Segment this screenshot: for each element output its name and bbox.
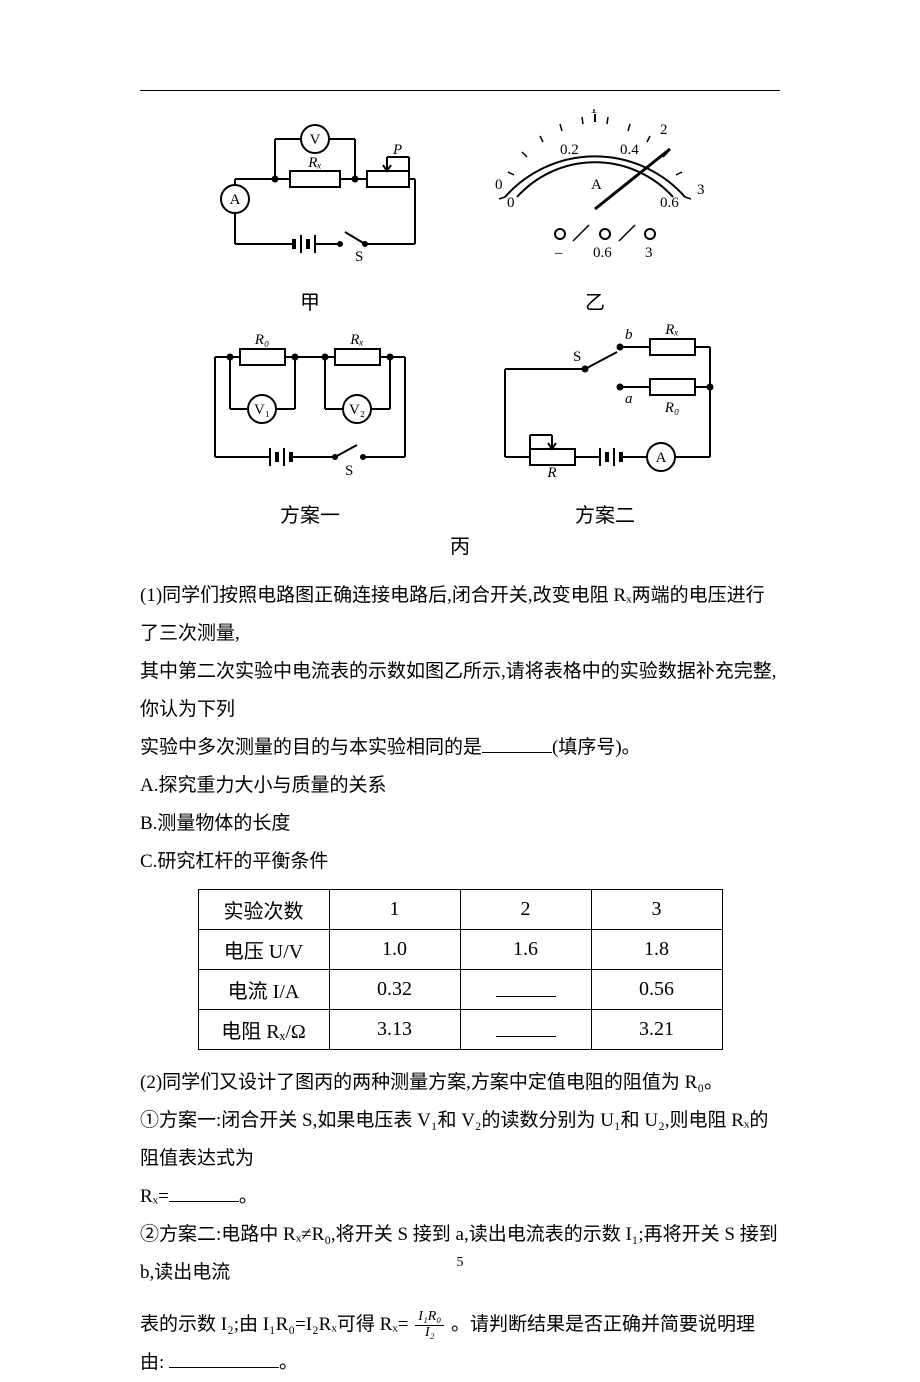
tick-0-top: 0 [495,177,503,193]
R-label: R [546,465,556,481]
q2-line3: ②方案二:电路中 Rₓ≠R₀,将开关 S 接到 a,读出电流表的示数 I₁;再将… [140,1216,780,1292]
figure-plan1: R₀ Rₓ V₁ V₂ S 方案一 [185,317,435,528]
cell: 1.6 [460,930,591,970]
rx-label: Rₓ [664,322,678,338]
th: 3 [591,890,722,930]
tick-0-bot: 0 [507,195,515,211]
cell-blank [496,1016,556,1037]
ammeter-label: A [230,192,241,208]
th: 2 [460,890,591,930]
frac-num: I₁R₀ [415,1310,444,1326]
row-label: 电流 I/A [198,970,329,1010]
a-label: A [591,177,602,193]
figure-plan2: Rₓ R₀ b a S R A 方案二 [475,317,735,528]
v2-label: V₂ [349,402,365,418]
figures-row-1: V A Rₓ P S 甲 [140,109,780,315]
q2-line4b: 。请判断结果是否正确并简要说明理 [446,1314,755,1335]
figure-yi: 0 1 2 3 0 0.2 0.4 0.6 A [465,109,725,315]
a-label: a [625,391,633,407]
rx-label: Rₓ [307,155,321,171]
r0-label: R₀ [664,400,679,416]
blank-rx[interactable] [169,1182,239,1202]
top-rule [140,90,780,91]
data-table: 实验次数 1 2 3 电压 U/V 1.0 1.6 1.8 电流 I/A 0.3… [198,889,723,1050]
cell: 3.21 [591,1010,722,1050]
tick-02-bot: 0.2 [560,142,579,158]
q1-optB: B.测量物体的长度 [140,805,780,843]
q2-period: 。 [239,1186,258,1207]
rx-label: Rₓ [349,332,363,348]
tick-04-bot: 0.4 [620,142,639,158]
frac-den: I₂ [415,1326,444,1341]
table-row: 电阻 Rₓ/Ω 3.13 3.21 [198,1010,722,1050]
q2-rx-eq: Rₓ= [140,1186,169,1207]
v1-label: V₁ [254,402,270,418]
ammeter-label: A [656,450,667,466]
q1-line1: (1)同学们按照电路图正确连接电路后,闭合开关,改变电阻 Rₓ两端的电压进行了三… [140,577,780,653]
s-label: S [573,349,581,365]
th: 实验次数 [198,890,329,930]
q2-line4a: 表的示数 I₂;由 I₁R₀=I₂Rₓ可得 Rₓ= [140,1314,413,1335]
cell: 0.32 [329,970,460,1010]
th: 1 [329,890,460,930]
q1-optC: C.研究杠杆的平衡条件 [140,843,780,881]
cell: 3.13 [329,1010,460,1050]
figure-jia: V A Rₓ P S 甲 [195,109,425,315]
fraction: I₁R₀I₂ [415,1310,444,1340]
term-minus: – [554,245,563,261]
q2-line2b: Rₓ= 。 [140,1178,780,1216]
table-row: 实验次数 1 2 3 [198,890,722,930]
cell: 1.8 [591,930,722,970]
cell[interactable] [460,970,591,1010]
figures-row-2: R₀ Rₓ V₁ V₂ S 方案一 [140,317,780,528]
q2-line1: (2)同学们又设计了图丙的两种测量方案,方案中定值电阻的阻值为 R₀。 [140,1064,780,1102]
p-label: P [392,142,402,158]
table-row: 电压 U/V 1.0 1.6 1.8 [198,930,722,970]
caption-yi: 乙 [465,286,725,315]
term-3: 3 [645,245,653,261]
tick-2-top: 2 [660,122,668,138]
s-label: S [345,463,353,479]
cell: 1.0 [329,930,460,970]
s-label: S [355,249,363,265]
q2-line2: ①方案一:闭合开关 S,如果电压表 V₁和 V₂的读数分别为 U₁和 U₂,则电… [140,1102,780,1178]
q1-line3b: (填序号)。 [552,737,641,758]
q1-line3: 实验中多次测量的目的与本实验相同的是 (填序号)。 [140,729,780,767]
caption-bing: 丙 [140,530,780,559]
cell[interactable] [460,1010,591,1050]
tick-06-bot: 0.6 [660,195,679,211]
tick-1-top: 1 [590,109,598,117]
table-row: 电流 I/A 0.32 0.56 [198,970,722,1010]
q2-line4: 表的示数 I₂;由 I₁R₀=I₂Rₓ可得 Rₓ= I₁R₀I₂ 。请判断结果是… [140,1306,780,1344]
cell: 0.56 [591,970,722,1010]
caption-jia: 甲 [195,286,425,315]
cell-blank [496,976,556,997]
caption-plan1: 方案一 [185,499,435,528]
blank-reason[interactable] [169,1348,279,1368]
q2-line5a: 由: [140,1352,169,1373]
q2-line5: 由: 。 [140,1344,780,1382]
caption-plan2: 方案二 [475,499,735,528]
figures: V A Rₓ P S 甲 [140,109,780,559]
page-number: 5 [0,1255,920,1271]
row-label: 电阻 Rₓ/Ω [198,1010,329,1050]
question-1: (1)同学们按照电路图正确连接电路后,闭合开关,改变电阻 Rₓ两端的电压进行了三… [140,577,780,881]
voltmeter-label: V [310,132,321,148]
q1-line3a: 实验中多次测量的目的与本实验相同的是 [140,737,482,758]
tick-3-top: 3 [697,182,705,198]
b-label: b [625,327,633,343]
question-2: (2)同学们又设计了图丙的两种测量方案,方案中定值电阻的阻值为 R₀。 ①方案一… [140,1064,780,1382]
r0-label: R₀ [254,332,269,348]
row-label: 电压 U/V [198,930,329,970]
blank-1[interactable] [482,733,552,753]
q1-optA: A.探究重力大小与质量的关系 [140,767,780,805]
q2-line5b: 。 [279,1352,298,1373]
q1-line2: 其中第二次实验中电流表的示数如图乙所示,请将表格中的实验数据补充完整,你认为下列 [140,653,780,729]
page: V A Rₓ P S 甲 [0,0,920,1301]
term-06: 0.6 [593,245,612,261]
